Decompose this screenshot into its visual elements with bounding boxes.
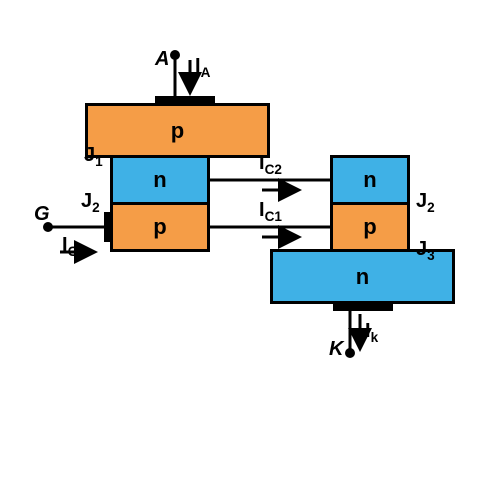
label-cathode: K: [329, 338, 343, 361]
left-p-top: p: [85, 103, 270, 158]
left-n-mid: n: [110, 155, 210, 205]
label-j3: J3: [416, 238, 435, 263]
left-n-mid-label: n: [153, 167, 166, 193]
label-ic2: IC2: [259, 152, 282, 177]
label-gate: G: [34, 203, 50, 226]
label-ia: IA: [195, 55, 210, 80]
right-p-mid-label: p: [363, 214, 376, 240]
label-ig: IG: [62, 234, 78, 259]
cathode-contact-bar: [333, 303, 393, 311]
gate-contact-bar: [104, 212, 112, 242]
label-j1: J1: [84, 144, 103, 169]
label-j2-right: J2: [416, 190, 435, 215]
right-n-top: n: [330, 155, 410, 205]
right-n-top-label: n: [363, 167, 376, 193]
left-p-bot-label: p: [153, 214, 166, 240]
right-n-bot-label: n: [356, 264, 369, 290]
anode-contact-bar: [155, 96, 215, 104]
left-p-bot: p: [110, 202, 210, 252]
label-ic1: IC1: [259, 199, 282, 224]
label-anode: A: [155, 48, 169, 71]
label-j2-left: J2: [81, 190, 100, 215]
left-p-top-label: p: [171, 118, 184, 144]
label-ik: Ik: [365, 320, 378, 345]
right-p-mid: p: [330, 202, 410, 252]
